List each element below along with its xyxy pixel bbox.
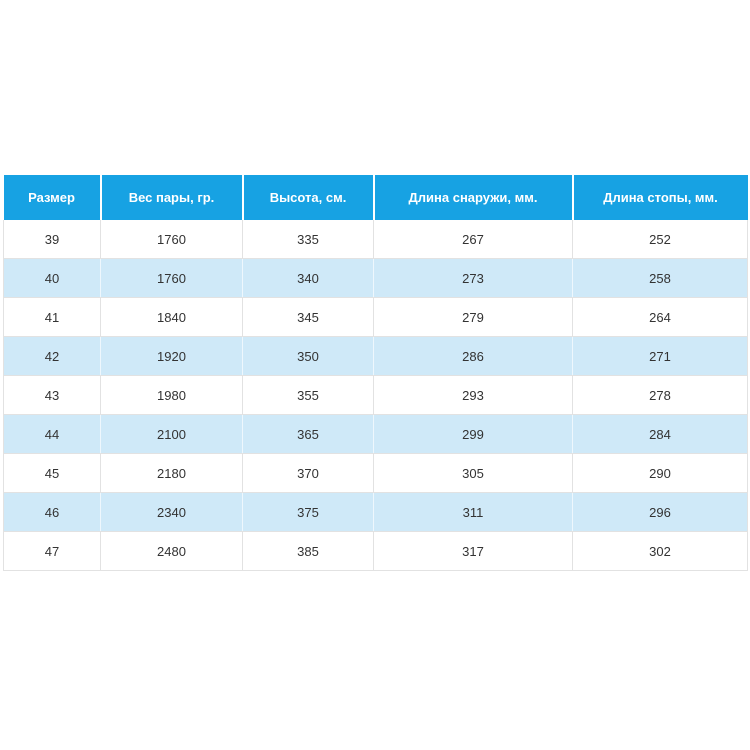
- table-row: 45 2180 370 305 290: [3, 453, 748, 493]
- table-cell: 290: [572, 453, 748, 493]
- size-chart-table-container: Размер Вес пары, гр. Высота, см. Длина с…: [3, 175, 748, 571]
- table-row: 42 1920 350 286 271: [3, 336, 748, 376]
- table-cell: 258: [572, 258, 748, 298]
- table-cell: 252: [572, 220, 748, 259]
- table-cell: 273: [373, 258, 573, 298]
- table-body: 39 1760 335 267 252 40 1760 340 273 258 41 1840 345 2…: [3, 220, 748, 571]
- table-cell: 345: [242, 297, 374, 337]
- table-cell: 44: [3, 414, 101, 454]
- table-cell: 39: [3, 220, 101, 259]
- table-cell: 317: [373, 531, 573, 571]
- column-header-height: Высота, см.: [241, 175, 374, 220]
- table-row: 39 1760 335 267 252: [3, 220, 748, 259]
- table-header: Размер Вес пары, гр. Высота, см. Длина с…: [3, 175, 748, 220]
- table-cell: 365: [242, 414, 374, 454]
- column-header-pair-weight: Вес пары, гр.: [99, 175, 243, 220]
- table-cell: 42: [3, 336, 101, 376]
- column-header-outside-length: Длина снаружи, мм.: [372, 175, 573, 220]
- table-cell: 355: [242, 375, 374, 415]
- table-cell: 370: [242, 453, 374, 493]
- table-cell: 335: [242, 220, 374, 259]
- table-cell: 293: [373, 375, 573, 415]
- table-cell: 284: [572, 414, 748, 454]
- table-header-row: Размер Вес пары, гр. Высота, см. Длина с…: [3, 175, 748, 220]
- table-cell: 271: [572, 336, 748, 376]
- table-cell: 1760: [100, 220, 243, 259]
- table-cell: 278: [572, 375, 748, 415]
- table-cell: 1840: [100, 297, 243, 337]
- table-cell: 296: [572, 492, 748, 532]
- table-row: 46 2340 375 311 296: [3, 492, 748, 532]
- size-chart-table: Размер Вес пары, гр. Высота, см. Длина с…: [3, 175, 748, 571]
- table-cell: 340: [242, 258, 374, 298]
- table-cell: 2180: [100, 453, 243, 493]
- table-row: 40 1760 340 273 258: [3, 258, 748, 298]
- table-cell: 2480: [100, 531, 243, 571]
- column-header-size: Размер: [3, 175, 101, 220]
- table-cell: 375: [242, 492, 374, 532]
- table-cell: 350: [242, 336, 374, 376]
- table-cell: 2340: [100, 492, 243, 532]
- table-row: 44 2100 365 299 284: [3, 414, 748, 454]
- table-cell: 1920: [100, 336, 243, 376]
- table-row: 47 2480 385 317 302: [3, 531, 748, 571]
- table-cell: 47: [3, 531, 101, 571]
- table-cell: 302: [572, 531, 748, 571]
- table-cell: 45: [3, 453, 101, 493]
- table-cell: 385: [242, 531, 374, 571]
- table-cell: 1980: [100, 375, 243, 415]
- table-cell: 43: [3, 375, 101, 415]
- table-cell: 311: [373, 492, 573, 532]
- table-cell: 1760: [100, 258, 243, 298]
- table-cell: 279: [373, 297, 573, 337]
- table-cell: 41: [3, 297, 101, 337]
- table-cell: 286: [373, 336, 573, 376]
- table-cell: 299: [373, 414, 573, 454]
- table-row: 41 1840 345 279 264: [3, 297, 748, 337]
- table-cell: 264: [572, 297, 748, 337]
- column-header-foot-length: Длина стопы, мм.: [571, 175, 748, 220]
- table-cell: 2100: [100, 414, 243, 454]
- table-row: 43 1980 355 293 278: [3, 375, 748, 415]
- table-cell: 40: [3, 258, 101, 298]
- table-cell: 267: [373, 220, 573, 259]
- table-cell: 305: [373, 453, 573, 493]
- table-cell: 46: [3, 492, 101, 532]
